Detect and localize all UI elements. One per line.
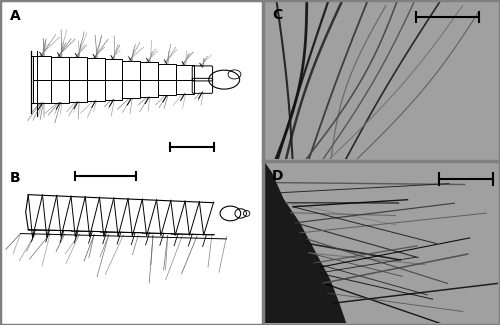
Polygon shape xyxy=(265,162,346,323)
Text: A: A xyxy=(10,9,21,23)
Text: C: C xyxy=(272,7,282,21)
Text: D: D xyxy=(272,169,283,183)
Text: B: B xyxy=(10,171,21,185)
